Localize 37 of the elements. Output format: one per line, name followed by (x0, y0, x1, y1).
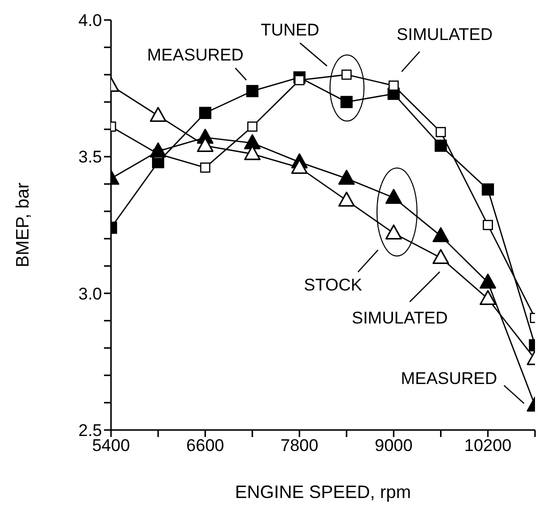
point (340, 96, 353, 108)
point (338, 170, 355, 185)
annotation: TUNED (260, 20, 320, 40)
point (338, 192, 355, 207)
annotation: MEASURED (147, 46, 244, 65)
y-tick-label: 3.0 (78, 284, 102, 304)
point (247, 122, 258, 132)
point (432, 249, 450, 264)
point (150, 106, 166, 122)
point (199, 106, 212, 120)
point (480, 290, 496, 306)
point (341, 70, 352, 80)
y-tick-label: 3.5 (78, 148, 102, 167)
annotation: STOCK (304, 276, 363, 294)
point (480, 274, 496, 289)
point (244, 134, 261, 150)
annotation: SIMULATED (396, 25, 493, 44)
point (432, 227, 450, 242)
y-tick-label: 4.0 (78, 11, 102, 30)
point (246, 84, 258, 98)
x-axis-title: ENGINE SPEED, rpm (234, 482, 412, 502)
point (388, 80, 399, 91)
annotation: SIMULATED (352, 308, 448, 328)
y-axis-title: BMEP, bar (12, 182, 32, 268)
x-tick-label: 9000 (374, 436, 413, 456)
point (482, 220, 493, 230)
point (482, 183, 494, 196)
x-tick-label: 6600 (186, 436, 224, 456)
point (436, 126, 446, 138)
x-tick-label: 7800 (280, 436, 318, 456)
x-tick-label: 10200 (464, 436, 512, 456)
point (200, 162, 210, 173)
point (294, 75, 305, 86)
annotation: MEASURED (400, 368, 498, 388)
point (385, 188, 402, 204)
point (434, 140, 447, 152)
point (385, 224, 402, 240)
